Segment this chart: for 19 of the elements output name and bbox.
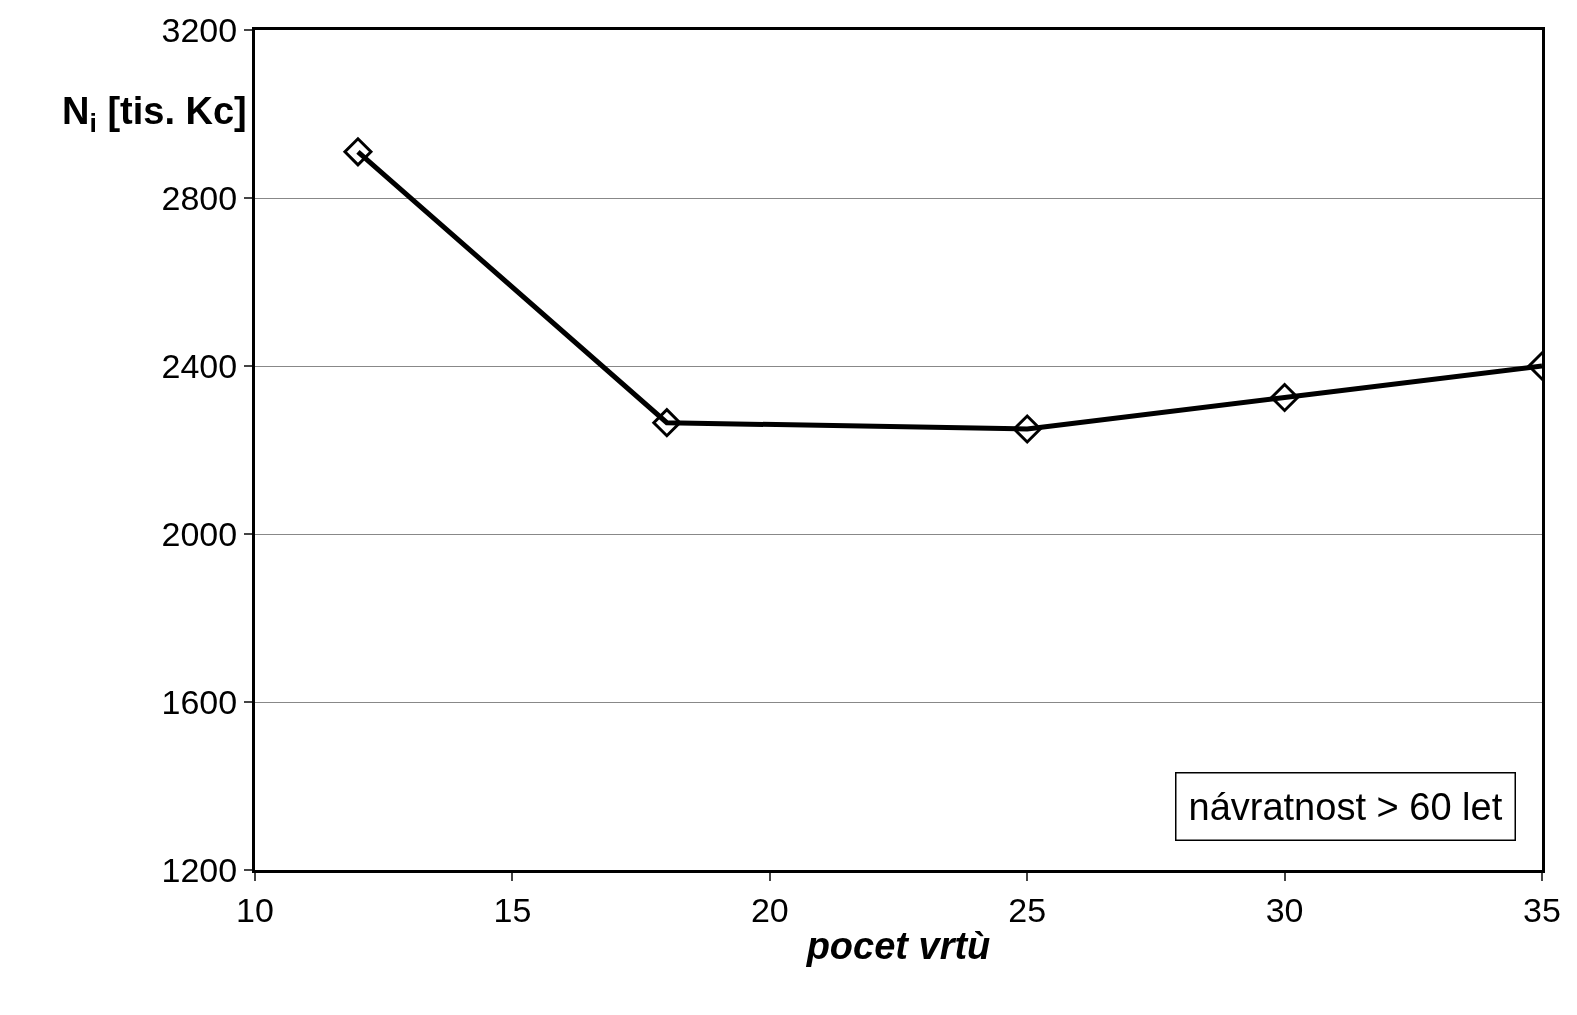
x-axis-title: pocet vrtù [805,924,991,967]
y-tick-label: 3200 [161,10,238,49]
x-tick-label: 20 [750,890,789,929]
x-tick-label: 15 [493,890,532,929]
annotation: návratnost > 60 let [1188,785,1503,828]
y-tick-label: 2800 [161,178,238,217]
y-tick-label: 1200 [161,850,238,889]
y-tick-label: 2400 [161,346,238,385]
x-tick-label: 30 [1265,890,1304,929]
point [343,137,373,167]
x-tick-label: 25 [1008,890,1047,929]
y-tick-label: 2000 [161,514,238,553]
x-tick-label: 10 [236,890,274,929]
y-axis-title: N$_{i}$ [tis. Kc] [62,90,247,138]
point [652,408,682,438]
point [1270,383,1300,412]
x-tick-label: 35 [1523,890,1561,929]
point [1012,414,1042,444]
y-tick-label: 1600 [161,682,238,721]
